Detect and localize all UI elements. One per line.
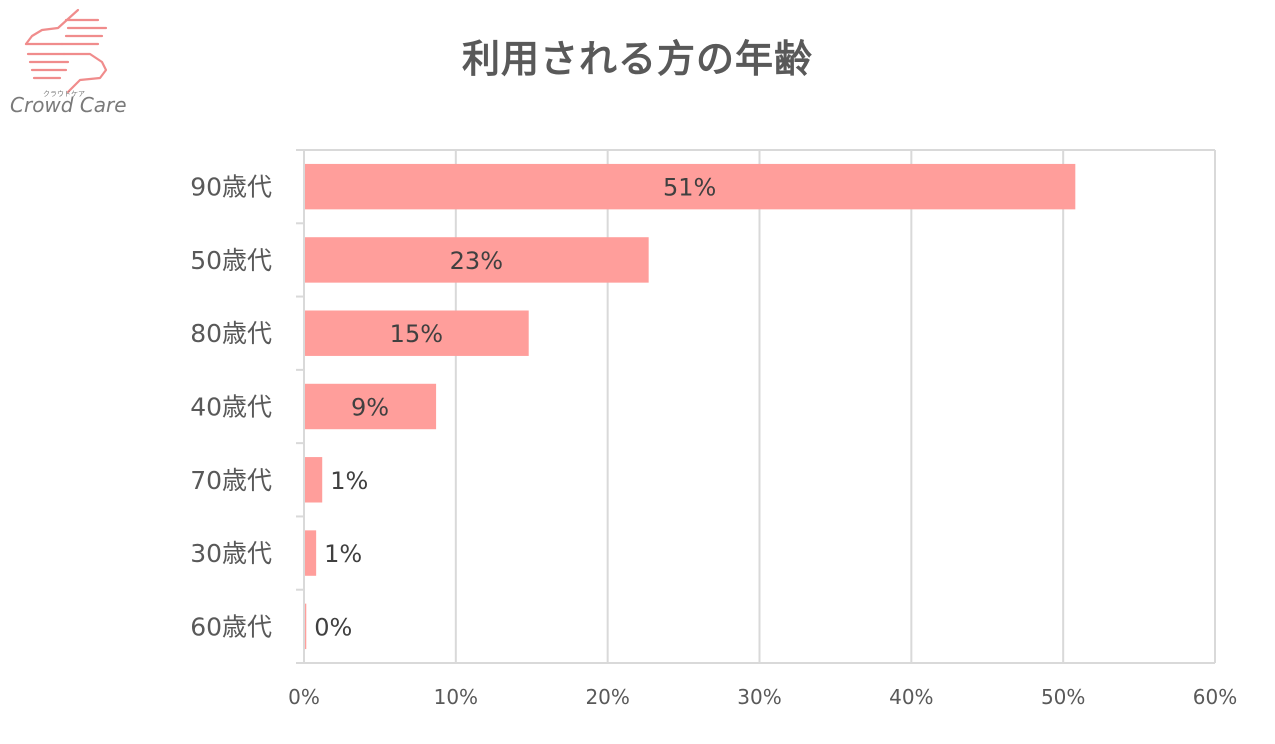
bar [304, 163, 1076, 210]
category-label: 80歳代 [190, 319, 272, 348]
data-label: 0% [314, 613, 352, 641]
x-tick-label: 0% [288, 685, 320, 709]
hands-logo-icon: Crowd Care クラウドケア [10, 8, 127, 117]
data-label: 9% [351, 394, 389, 422]
data-label: 51% [663, 174, 716, 202]
bars [304, 163, 1076, 650]
x-tick-label: 50% [1041, 685, 1085, 709]
bar [304, 237, 649, 283]
category-label: 50歳代 [190, 246, 272, 275]
category-label: 60歳代 [190, 612, 272, 641]
bar [304, 603, 307, 650]
bar [304, 383, 437, 430]
x-tick-label: 20% [585, 685, 629, 709]
x-tick-label: 60% [1193, 685, 1237, 709]
x-tick-label: 30% [737, 685, 781, 709]
data-labels: 51% 23% 15% 9% 1% 1% 0% [314, 174, 716, 642]
x-tick-label: 40% [889, 685, 933, 709]
data-label: 15% [390, 320, 443, 348]
category-label: 40歳代 [190, 393, 272, 422]
bar [304, 530, 317, 576]
category-label: 90歳代 [190, 173, 272, 202]
gridlines [454, 150, 1216, 663]
crowd-care-logo: Crowd Care クラウドケア [6, 6, 130, 118]
bar [304, 457, 323, 503]
data-label: 1% [324, 540, 362, 568]
data-label: 1% [330, 467, 368, 495]
logo-text: Crowd Care [10, 93, 127, 117]
category-labels: 90歳代 50歳代 80歳代 40歳代 70歳代 30歳代 60歳代 [190, 173, 272, 642]
data-label: 23% [450, 247, 503, 275]
x-axis-tick-labels: 0% 10% 20% 30% 40% 50% 60% [288, 685, 1237, 709]
category-label: 30歳代 [190, 539, 272, 568]
bar [304, 310, 529, 356]
x-tick-label: 10% [434, 685, 478, 709]
axes [296, 149, 1215, 664]
logo-kana: クラウドケア [43, 90, 85, 98]
category-label: 70歳代 [190, 466, 272, 495]
chart-title: 利用される方の年齢 [461, 37, 813, 81]
